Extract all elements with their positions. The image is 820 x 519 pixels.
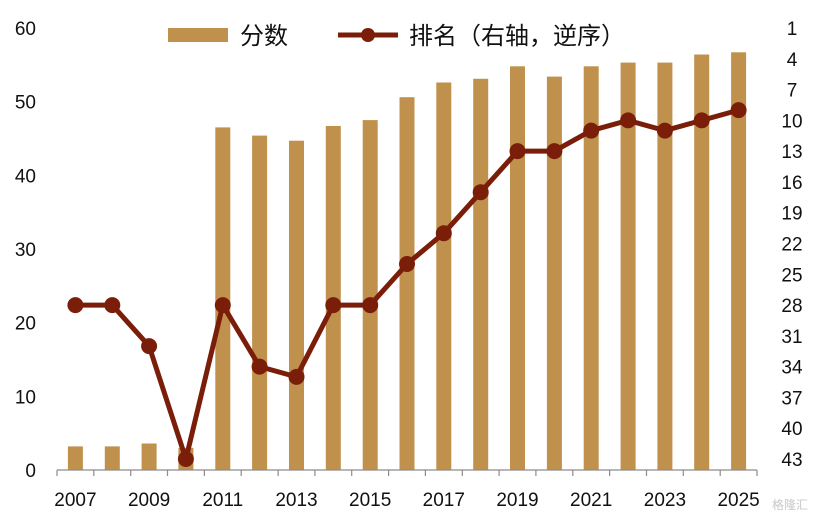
right-tick-label: 31 [781, 327, 802, 348]
right-tick-label: 13 [781, 142, 802, 163]
x-tick-label: 2023 [644, 490, 686, 511]
left-tick-label: 60 [15, 19, 36, 40]
right-tick-label: 22 [781, 235, 802, 256]
rank-point-2019 [509, 143, 526, 160]
rank-point-2021 [583, 122, 600, 139]
left-tick-label: 40 [15, 166, 36, 187]
right-tick-label: 1 [787, 19, 798, 40]
legend-label-bar: 分数 [240, 22, 288, 50]
bar-2019 [510, 66, 525, 471]
rank-point-2007 [67, 297, 84, 314]
rank-point-2016 [399, 256, 415, 272]
legend: 分数 排名（右轴，逆序） [168, 22, 625, 50]
watermark-text: 格隆汇 [772, 497, 808, 512]
legend-swatch-marker [361, 28, 375, 42]
x-tick-label: 2015 [349, 490, 391, 511]
right-tick-label: 34 [781, 358, 803, 379]
legend-label-line: 排名（右轴，逆序） [409, 22, 625, 50]
right-tick-label: 40 [781, 419, 802, 440]
right-tick-label: 16 [781, 173, 802, 194]
bar-2008 [104, 446, 120, 470]
bar-2020 [546, 76, 562, 470]
right-tick-label: 43 [781, 450, 802, 471]
bar-2023 [657, 62, 673, 470]
bar-2007 [67, 446, 83, 470]
x-tick-label: 2017 [423, 490, 465, 511]
left-tick-label: 10 [15, 387, 36, 408]
rank-point-2017 [435, 225, 452, 242]
x-tick-label: 2021 [570, 490, 612, 511]
rank-point-2020 [546, 143, 563, 160]
right-tick-label: 28 [781, 296, 802, 317]
rank-point-2012 [251, 358, 268, 375]
right-tick-label: 10 [781, 111, 802, 132]
right-tick-label: 25 [781, 265, 802, 286]
left-tick-label: 0 [25, 461, 36, 482]
rank-point-2018 [472, 184, 489, 201]
bar-2017 [436, 82, 452, 470]
bar-2022 [620, 62, 636, 470]
rank-point-2013 [288, 368, 305, 385]
left-tick-label: 50 [15, 93, 36, 114]
x-tick-label: 2011 [202, 490, 243, 511]
bar-series [67, 52, 747, 471]
right-tick-label: 37 [781, 388, 802, 409]
rank-point-2008 [104, 297, 121, 314]
legend-swatch-bar [168, 28, 228, 42]
rank-point-2014 [325, 297, 342, 314]
x-tick-label: 2007 [54, 490, 96, 511]
x-tick-label: 2009 [128, 490, 170, 511]
bar-2016 [399, 97, 415, 470]
x-axis: 2007 2009 2011 2013 2015 2017 2019 2021 2023 2025 [54, 469, 760, 511]
rank-point-2015 [362, 297, 379, 314]
bar-2009 [141, 443, 157, 470]
bar-2024 [694, 54, 710, 470]
rank-point-2009 [141, 338, 158, 355]
bar-2021 [583, 66, 599, 471]
line-series [67, 102, 747, 467]
bar-2018 [473, 78, 489, 471]
rank-point-2011 [214, 297, 231, 314]
left-axis-ticks: 0 10 20 30 40 50 60 [15, 19, 36, 482]
right-tick-label: 7 [787, 81, 798, 102]
rank-point-2022 [620, 112, 637, 129]
bar-2025 [731, 52, 747, 471]
rank-point-2023 [656, 122, 673, 139]
left-tick-label: 30 [15, 240, 36, 261]
bar-2013 [289, 140, 304, 470]
bar-2012 [252, 135, 268, 470]
right-axis-ticks: 1 4 7 10 13 16 19 22 25 28 31 34 37 40 43 [781, 19, 803, 471]
rank-point-2024 [693, 112, 710, 129]
x-tick-label: 2025 [717, 490, 759, 511]
bar-2015 [362, 120, 378, 470]
right-tick-label: 19 [781, 204, 802, 225]
rank-point-2025 [730, 102, 747, 119]
x-tick-label: 2013 [275, 490, 317, 511]
x-tick-label: 2019 [496, 490, 538, 511]
left-tick-label: 20 [15, 314, 36, 335]
right-tick-label: 4 [787, 50, 798, 71]
rank-point-2010 [177, 451, 194, 467]
